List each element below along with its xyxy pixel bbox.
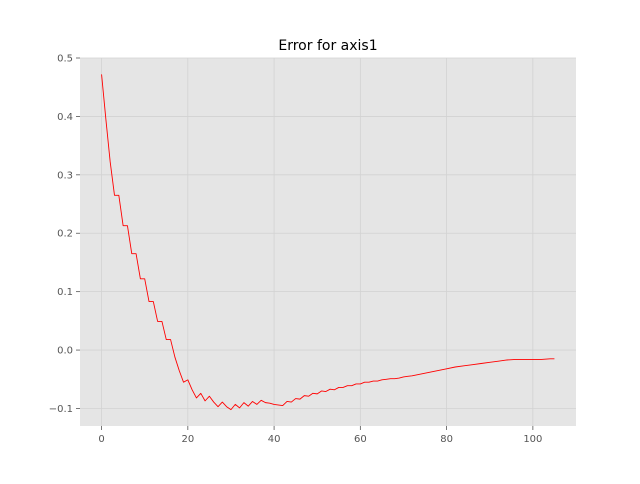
plot-area xyxy=(80,58,576,426)
x-tick-label: 20 xyxy=(181,434,194,445)
x-tick-label: 40 xyxy=(268,434,281,445)
y-tick-label: 0.2 xyxy=(57,229,73,240)
x-tick-label: 60 xyxy=(354,434,367,445)
y-tick-label: 0.4 xyxy=(57,112,73,123)
x-tick-label: 80 xyxy=(440,434,453,445)
y-tick-label: 0.1 xyxy=(57,287,73,298)
grid-lines xyxy=(80,57,576,426)
chart-title: Error for axis1 xyxy=(278,38,377,54)
x-tick-label: 100 xyxy=(523,434,542,445)
y-tick-label: 0.0 xyxy=(57,346,73,357)
x-tick-label: 0 xyxy=(98,434,104,445)
y-tick-label: −0.1 xyxy=(49,404,73,415)
series-layer xyxy=(101,74,555,411)
axis-ticks: 0 20 40 60 80 100 −0.1 0.0 0.1 0.2 0.3 0.4 0.5 xyxy=(49,54,543,446)
y-tick-label: 0.3 xyxy=(57,170,73,181)
error-series-line xyxy=(101,74,555,411)
y-tick-label: 0.5 xyxy=(57,54,73,65)
